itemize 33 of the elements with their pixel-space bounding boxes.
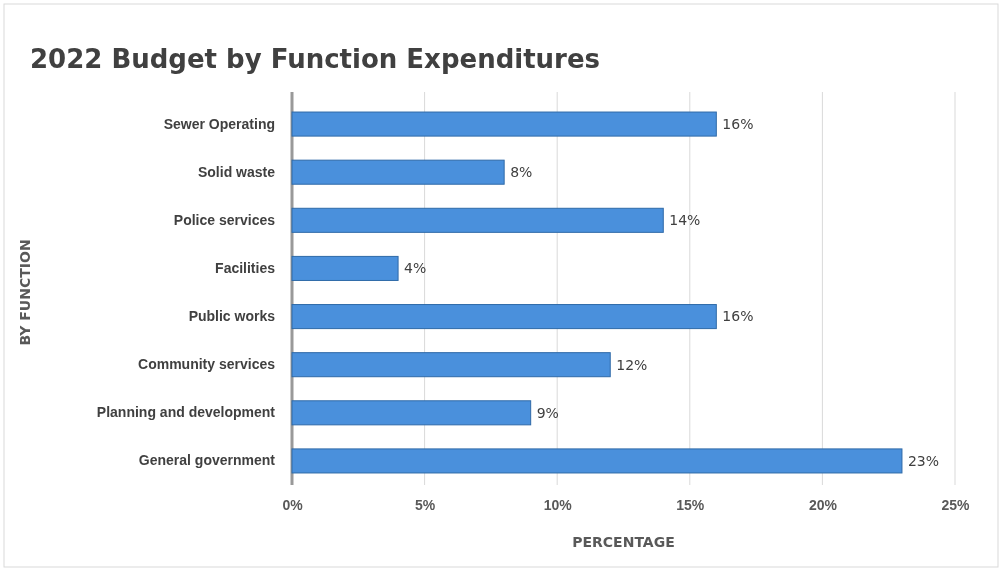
x-tick-label: 10%	[543, 496, 573, 513]
data-label: 4%	[404, 260, 427, 277]
data-label: 9%	[536, 404, 559, 421]
x-tick-label: 5%	[414, 496, 436, 513]
data-label: 8%	[510, 164, 533, 181]
data-label: 14%	[669, 212, 701, 229]
x-tick-label: 20%	[808, 496, 838, 513]
chart-title: 2022 Budget by Function Expenditures	[30, 44, 601, 74]
y-tick-label: Sewer Operating	[163, 115, 275, 132]
x-tick-label: 15%	[676, 496, 705, 513]
y-tick-label: Police services	[173, 211, 276, 228]
bar	[291, 304, 717, 330]
data-label: 12%	[616, 356, 648, 373]
bar	[291, 400, 532, 426]
bar	[291, 159, 505, 185]
bar	[291, 352, 611, 378]
bar	[291, 207, 664, 233]
y-tick-label: General government	[138, 452, 276, 469]
y-tick-label: Facilities	[215, 259, 276, 276]
y-tick-label: Community services	[138, 356, 276, 373]
bar	[291, 111, 717, 137]
y-tick-label: Public works	[188, 308, 276, 325]
x-tick-label: 0%	[282, 496, 304, 513]
data-label: 16%	[722, 115, 754, 132]
data-label: 16%	[722, 308, 754, 325]
bar	[291, 255, 399, 281]
y-tick-label: Solid waste	[197, 163, 276, 180]
y-tick-label: Planning and development	[96, 404, 276, 421]
data-label: 23%	[907, 452, 940, 469]
x-axis-title: PERCENTAGE	[572, 534, 675, 550]
y-axis-title: BY FUNCTION	[17, 239, 33, 346]
bar	[291, 448, 903, 474]
x-tick-label: 25%	[941, 496, 971, 513]
